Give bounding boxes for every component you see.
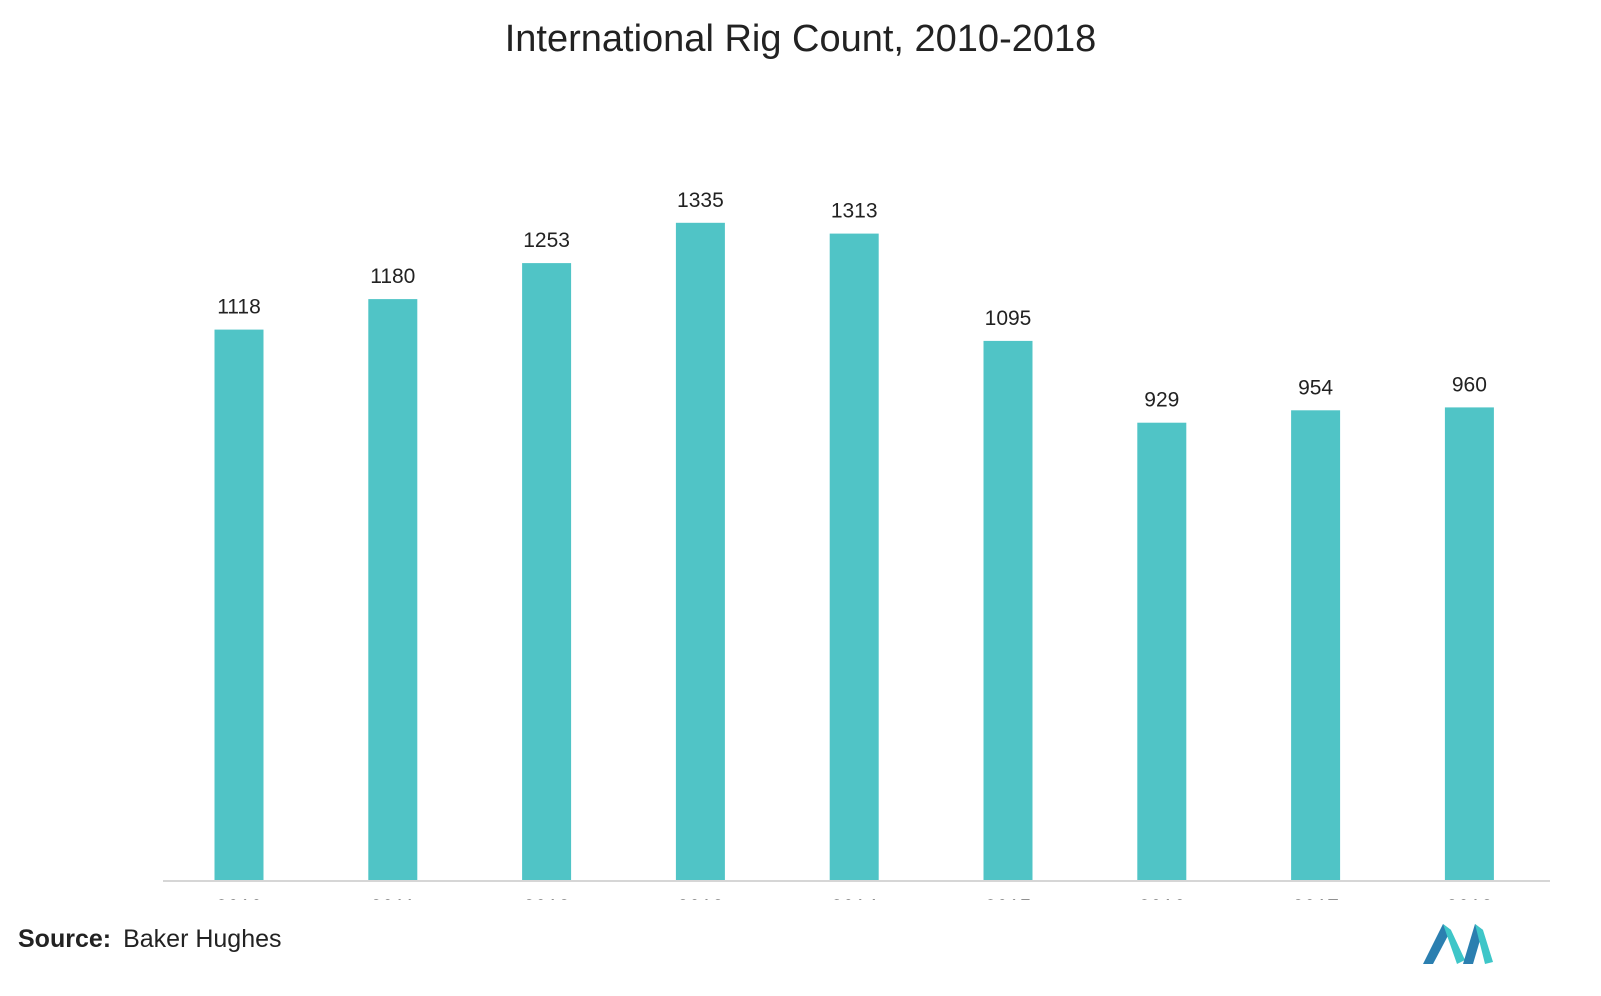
- logo-middle-stroke: [1443, 924, 1465, 964]
- bar-2011: [368, 299, 418, 881]
- logo-right-edge: [1475, 924, 1493, 964]
- data-label-2015: 1095: [985, 307, 1032, 330]
- chart-title: International Rig Count, 2010-2018: [504, 18, 1097, 60]
- source-label: Source:: [18, 925, 112, 953]
- source-value: Baker Hughes: [123, 925, 282, 953]
- bar-2015: [983, 340, 1033, 880]
- x-tick-label-2014: 2014: [831, 896, 878, 900]
- x-tick-label-2016: 2016: [1138, 896, 1185, 900]
- data-label-2016: 929: [1144, 389, 1179, 412]
- data-label-2013: 1335: [677, 189, 724, 212]
- data-label-2010: 1118: [217, 296, 261, 319]
- bar-2017: [1291, 410, 1341, 880]
- x-tick-label-2017: 2017: [1292, 896, 1339, 900]
- bar-2010: [214, 329, 264, 881]
- data-label-2017: 954: [1298, 376, 1333, 399]
- x-tick-label-2013: 2013: [677, 896, 724, 900]
- x-tick-label-2011: 2011: [370, 896, 415, 900]
- bar-2014: [829, 233, 879, 881]
- mordor-intelligence-logo-icon: [1421, 922, 1496, 971]
- bar-2016: [1137, 422, 1187, 880]
- source-note: Source: Baker Hughes: [18, 925, 282, 954]
- x-tick-label-2012: 2012: [523, 896, 570, 900]
- bar-2013: [675, 222, 725, 881]
- x-tick-label-2018: 2018: [1446, 896, 1493, 900]
- data-labels-group: 1118 1180 1253 1335 1313 1095 929 954 960: [217, 189, 1487, 412]
- x-tick-label-2015: 2015: [985, 896, 1032, 900]
- bar-2012: [522, 263, 572, 881]
- x-tick-labels-group: 2010 2011 2012 2013 2014 2015 2016 2017 2018: [216, 896, 1493, 900]
- data-label-2012: 1253: [523, 229, 570, 252]
- data-label-2014: 1313: [831, 200, 878, 223]
- x-tick-label-2010: 2010: [216, 896, 263, 900]
- data-label-2011: 1180: [370, 265, 415, 288]
- bar-2018: [1444, 407, 1494, 880]
- data-label-2018: 960: [1452, 373, 1487, 396]
- logo-left-stroke: [1423, 924, 1451, 964]
- bars-group: [214, 222, 1494, 881]
